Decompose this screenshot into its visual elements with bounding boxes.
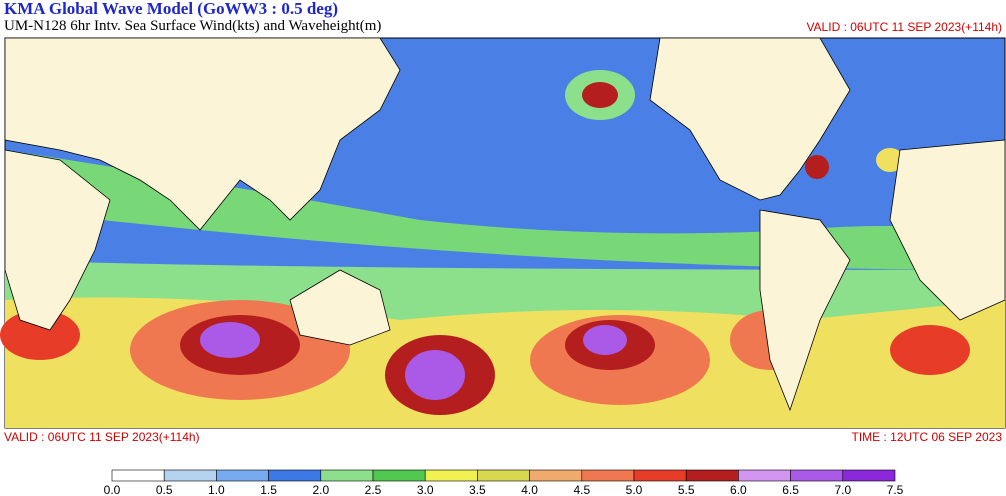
colorbar-label: 6.0: [730, 483, 747, 496]
colorbar-box: [216, 469, 269, 482]
issue-time: TIME : 12UTC 06 SEP 2023: [851, 430, 1002, 444]
land-australia: [289, 269, 391, 346]
wave-band: [5, 150, 1005, 270]
colorbar-label: 4.5: [573, 483, 590, 496]
colorbar-box: [790, 469, 844, 482]
subtitle: UM-N128 6hr Intv. Sea Surface Wind(kts) …: [4, 18, 381, 34]
colorbar-label: 2.0: [312, 483, 329, 496]
colorbar-label: 3.0: [417, 483, 434, 496]
colorbar-label: 3.5: [469, 483, 486, 496]
storm: [805, 155, 829, 179]
colorbar-box: [685, 469, 739, 482]
colorbar-label: 1.0: [208, 483, 225, 496]
storm: [582, 82, 618, 108]
colorbar-label: 4.0: [521, 483, 538, 496]
colorbar-box: [320, 469, 374, 482]
storm: [0, 310, 80, 360]
colorbar-label: 5.5: [678, 483, 695, 496]
valid-bottom: VALID : 06UTC 11 SEP 2023(+114h): [4, 430, 200, 444]
colorbar-box: [372, 469, 426, 482]
colorbar-box: [163, 469, 217, 482]
colorbar-box: [842, 469, 896, 482]
colorbar-label: 1.5: [260, 483, 277, 496]
land-africa: [4, 149, 111, 331]
land-s-america: [759, 209, 851, 412]
colorbar-label: 7.0: [834, 483, 851, 496]
colorbar-label: 6.5: [782, 483, 799, 496]
storm: [583, 325, 627, 355]
colorbar-box: [529, 469, 583, 482]
colorbar-label: 2.5: [365, 483, 382, 496]
storm: [876, 148, 904, 172]
land-n-america: [649, 37, 851, 201]
valid-top: VALID : 06UTC 11 SEP 2023(+114h): [806, 20, 1002, 34]
colorbar-box: [111, 469, 165, 482]
colorbar: 0.0 0.5 1.0 1.5 2.0 2.5 3.0 3.5 4.0 4.5 5.0 5.5 6.0 6…: [104, 469, 904, 496]
map: [0, 37, 1006, 429]
land-africa-east: [889, 139, 1006, 321]
storm: [200, 322, 260, 358]
colorbar-box: [268, 469, 322, 482]
colorbar-box: [738, 469, 791, 482]
title: KMA Global Wave Model (GoWW3 : 0.5 deg): [4, 0, 338, 18]
storm: [405, 350, 465, 400]
colorbar-label: 0.5: [156, 483, 173, 496]
storm: [890, 325, 970, 375]
colorbar-label: 0.0: [104, 483, 121, 496]
colorbar-box: [477, 469, 530, 482]
colorbar-label: 7.5: [887, 483, 904, 496]
land-eurasia: [4, 37, 401, 231]
colorbar-box: [424, 469, 478, 482]
colorbar-box: [581, 469, 635, 482]
colorbar-label: 5.0: [626, 483, 643, 496]
colorbar-box: [633, 469, 687, 482]
